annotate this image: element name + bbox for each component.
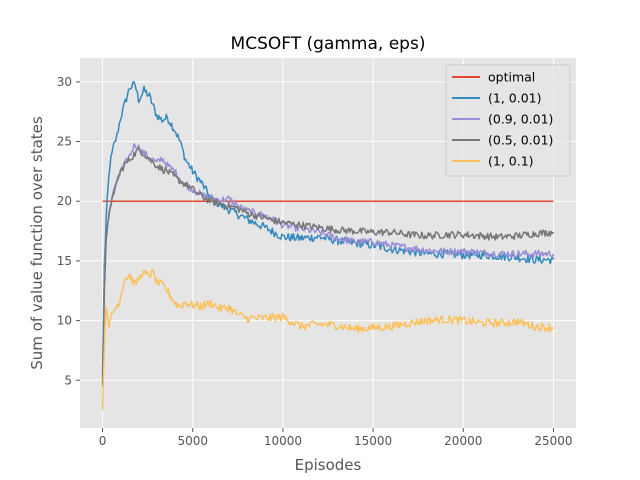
x-tick-label: 0 [99, 434, 107, 448]
x-tick-label: 25000 [534, 434, 572, 448]
x-tick-label: 20000 [444, 434, 482, 448]
series-line-0-5-0-01 [101, 146, 554, 387]
legend-label: (0.9, 0.01) [488, 112, 553, 127]
series-lines [101, 81, 555, 411]
legend-label: optimal [488, 70, 535, 85]
legend: optimal (1, 0.01) (0.9, 0.01) (0.5, 0.01) (1… [445, 64, 571, 177]
y-axis-label: Sum of value function over states [28, 116, 46, 370]
y-tick-label: 30 [57, 75, 72, 89]
legend-label: (1, 0.01) [488, 91, 542, 106]
y-tick-label: 5 [64, 373, 72, 387]
y-tick-label: 10 [57, 314, 72, 328]
y-tick-label: 25 [57, 135, 72, 149]
x-tick-label: 15000 [354, 434, 392, 448]
y-axis-ticks: 5 10 15 20 25 30 [57, 75, 80, 387]
series-line-1-0-1 [101, 268, 554, 411]
x-tick-label: 10000 [264, 434, 302, 448]
legend-label: (1, 0.1) [488, 154, 534, 169]
y-tick-label: 20 [57, 194, 72, 208]
x-tick-label: 5000 [177, 434, 208, 448]
legend-label: (0.5, 0.01) [488, 133, 553, 148]
x-axis-ticks: 0 5000 10000 15000 20000 25000 [99, 428, 573, 448]
y-tick-label: 15 [57, 254, 72, 268]
legend-box [445, 64, 571, 177]
x-axis-label: Episodes [295, 456, 362, 474]
chart-title: MCSOFT (gamma, eps) [231, 34, 426, 54]
